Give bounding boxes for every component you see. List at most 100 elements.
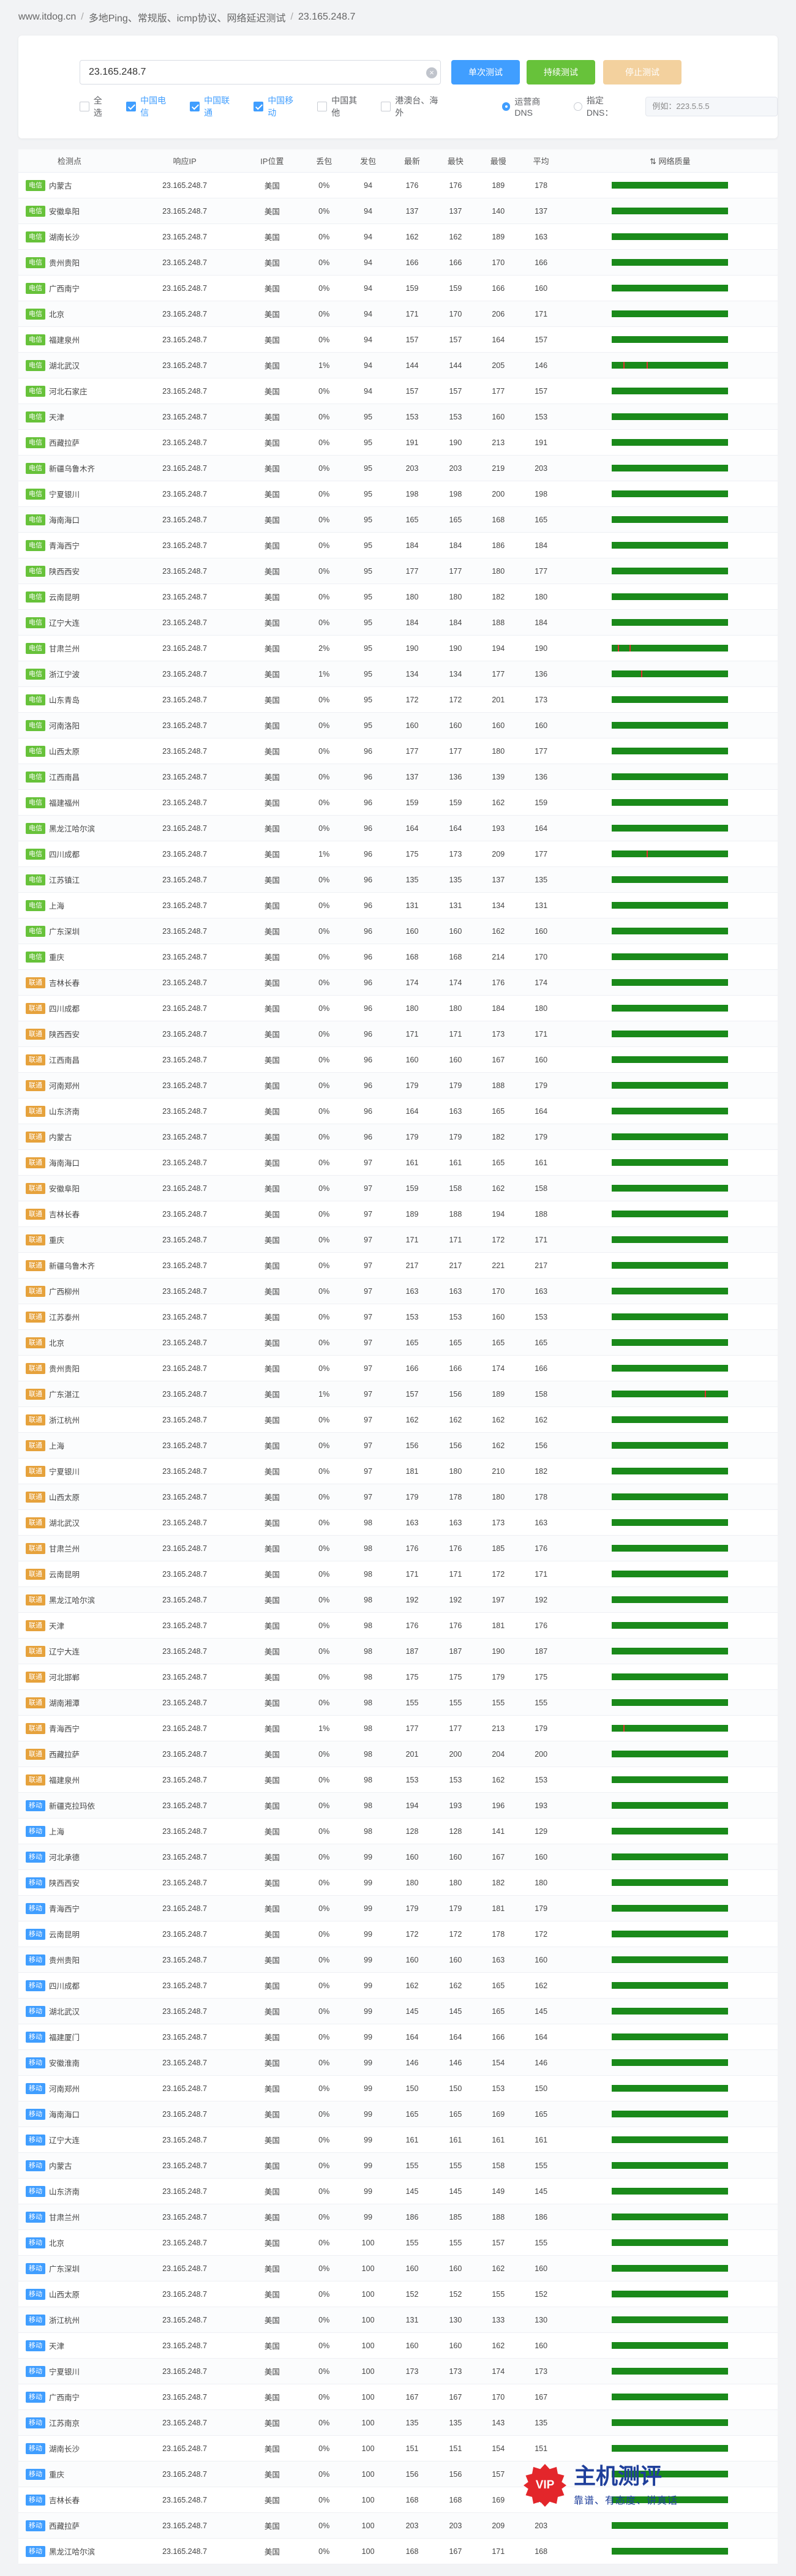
table-row: 联通 江西南昌 23.165.248.7 美国 0% 96 160 160 167 160 bbox=[18, 1047, 778, 1073]
cell-sent: 96 bbox=[364, 772, 373, 781]
table-row: 联通 内蒙古 23.165.248.7 美国 0% 96 179 179 182 179 bbox=[18, 1124, 778, 1150]
cell-latest: 191 bbox=[405, 438, 419, 447]
isp-badge: 联通 bbox=[26, 1568, 45, 1580]
isp-badge: 联通 bbox=[26, 1542, 45, 1554]
cell-quality bbox=[563, 2496, 778, 2503]
target-host-input[interactable] bbox=[80, 60, 441, 84]
cell-sent: 97 bbox=[364, 1466, 373, 1476]
cell-ip-location: 美国 bbox=[264, 1082, 280, 1091]
isp-badge: 电信 bbox=[26, 205, 45, 217]
cell-loss: 0% bbox=[318, 1466, 330, 1476]
cell-fastest: 165 bbox=[449, 515, 462, 524]
single-test-button[interactable]: 单次测试 bbox=[451, 60, 520, 84]
cell-ip: 23.165.248.7 bbox=[162, 1441, 208, 1450]
cell-node: 联通 福建泉州 bbox=[18, 1774, 127, 1786]
cell-sent: 99 bbox=[364, 1852, 373, 1861]
option-unicom[interactable]: 中国联通 bbox=[190, 94, 238, 119]
cell-ip-location: 美国 bbox=[264, 1185, 280, 1193]
cell-quality bbox=[563, 1082, 778, 1089]
cell-quality bbox=[563, 1956, 778, 1963]
cell-ip-location: 美国 bbox=[264, 1751, 280, 1759]
cell-ip-location: 美国 bbox=[264, 2291, 280, 2299]
cell-loss: 0% bbox=[318, 1569, 330, 1579]
table-row: 联通 四川成都 23.165.248.7 美国 0% 96 180 180 184 180 bbox=[18, 996, 778, 1021]
isp-badge: 电信 bbox=[26, 617, 45, 628]
cell-average: 150 bbox=[535, 2084, 548, 2093]
node-location: 山东济南 bbox=[49, 2188, 80, 2196]
cell-node: 联通 河南郑州 bbox=[18, 1080, 127, 1091]
isp-badge: 移动 bbox=[26, 2211, 45, 2223]
cell-node: 联通 云南昆明 bbox=[18, 1568, 127, 1580]
cell-ip: 23.165.248.7 bbox=[162, 721, 208, 730]
isp-badge: 移动 bbox=[26, 2288, 45, 2300]
cell-slowest: 209 bbox=[492, 2521, 505, 2530]
cell-slowest: 181 bbox=[492, 1621, 505, 1630]
cell-loss: 1% bbox=[318, 849, 330, 858]
stop-test-button[interactable]: 停止测试 bbox=[603, 60, 681, 84]
quality-bar bbox=[612, 336, 729, 343]
cell-slowest: 158 bbox=[492, 2161, 505, 2170]
cell-average: 172 bbox=[535, 1929, 548, 1939]
cell-node: 电信 山西太原 bbox=[18, 745, 127, 757]
dns-custom-radio[interactable]: 指定DNS： bbox=[574, 94, 629, 119]
option-mobile[interactable]: 中国移动 bbox=[253, 94, 301, 119]
cell-slowest: 160 bbox=[492, 412, 505, 421]
clear-input-icon[interactable]: × bbox=[426, 67, 437, 78]
node-location: 上海 bbox=[49, 1828, 65, 1836]
node-location: 浙江宁波 bbox=[49, 670, 80, 679]
table-row: 移动 福建厦门 23.165.248.7 美国 0% 99 164 164 166 164 bbox=[18, 2024, 778, 2050]
cell-quality bbox=[563, 1699, 778, 1706]
table-row: 电信 重庆 23.165.248.7 美国 0% 96 168 168 214 170 bbox=[18, 944, 778, 970]
option-select-all[interactable]: 全选 bbox=[80, 94, 110, 119]
cell-quality bbox=[563, 1236, 778, 1243]
cell-slowest: 174 bbox=[492, 1364, 505, 1373]
isp-badge: 联通 bbox=[26, 1645, 45, 1657]
cell-loss: 0% bbox=[318, 2007, 330, 2016]
breadcrumb-section-link[interactable]: 多地Ping、常规版、icmp协议、网络延迟测试 bbox=[88, 13, 286, 24]
option-other[interactable]: 中国其他 bbox=[317, 94, 365, 119]
cell-ip: 23.165.248.7 bbox=[162, 901, 208, 910]
custom-dns-input[interactable]: 例如：223.5.5.5 bbox=[645, 97, 778, 116]
cell-slowest: 194 bbox=[492, 1209, 505, 1219]
cell-fastest: 164 bbox=[449, 824, 462, 833]
cell-ip-location: 美国 bbox=[264, 851, 280, 859]
checkbox-checked-icon bbox=[190, 102, 200, 111]
quality-bar bbox=[612, 1365, 729, 1372]
continuous-test-button[interactable]: 持续测试 bbox=[527, 60, 595, 84]
cell-latest: 179 bbox=[405, 1132, 419, 1141]
cell-slowest: 166 bbox=[492, 284, 505, 293]
cell-ip: 23.165.248.7 bbox=[162, 181, 208, 190]
node-location: 陕西西安 bbox=[49, 1879, 80, 1888]
header-latest: 最新 bbox=[404, 157, 421, 166]
breadcrumb-home-link[interactable]: www.itdog.cn bbox=[18, 12, 77, 22]
cell-quality bbox=[563, 619, 778, 626]
option-telecom[interactable]: 中国电信 bbox=[126, 94, 174, 119]
cell-node: 移动 湖北武汉 bbox=[18, 2005, 127, 2017]
quality-bar bbox=[612, 1596, 729, 1603]
cell-quality bbox=[563, 876, 778, 883]
quality-bar bbox=[612, 2419, 729, 2426]
cell-fastest: 131 bbox=[449, 901, 462, 910]
table-row: 移动 北京 23.165.248.7 美国 0% 100 155 155 157 155 bbox=[18, 2230, 778, 2256]
cell-sent: 99 bbox=[364, 2032, 373, 2041]
cell-quality bbox=[563, 465, 778, 471]
table-row: 移动 浙江杭州 23.165.248.7 美国 0% 100 131 130 133 130 bbox=[18, 2307, 778, 2333]
cell-quality bbox=[563, 2214, 778, 2220]
option-label: 港澳台、海外 bbox=[395, 96, 438, 118]
cell-ip: 23.165.248.7 bbox=[162, 2521, 208, 2530]
cell-latest: 144 bbox=[405, 361, 419, 370]
cell-sent: 98 bbox=[364, 1775, 373, 1784]
cell-slowest: 162 bbox=[492, 1775, 505, 1784]
table-row: 联通 贵州贵阳 23.165.248.7 美国 0% 97 166 166 174 166 bbox=[18, 1356, 778, 1381]
dns-operator-radio[interactable]: 运营商DNS bbox=[501, 96, 558, 118]
option-hk-overseas[interactable]: 港澳台、海外 bbox=[381, 94, 446, 119]
cell-slowest: 162 bbox=[492, 1184, 505, 1193]
node-location: 天津 bbox=[49, 2342, 65, 2351]
table-row: 电信 北京 23.165.248.7 美国 0% 94 171 170 206 171 bbox=[18, 301, 778, 327]
cell-fastest: 166 bbox=[449, 258, 462, 267]
cell-average: 187 bbox=[535, 1647, 548, 1656]
cell-latest: 179 bbox=[405, 1081, 419, 1090]
cell-fastest: 167 bbox=[449, 2392, 462, 2401]
cell-node: 电信 安徽阜阳 bbox=[18, 205, 127, 217]
cell-loss: 0% bbox=[318, 2161, 330, 2170]
